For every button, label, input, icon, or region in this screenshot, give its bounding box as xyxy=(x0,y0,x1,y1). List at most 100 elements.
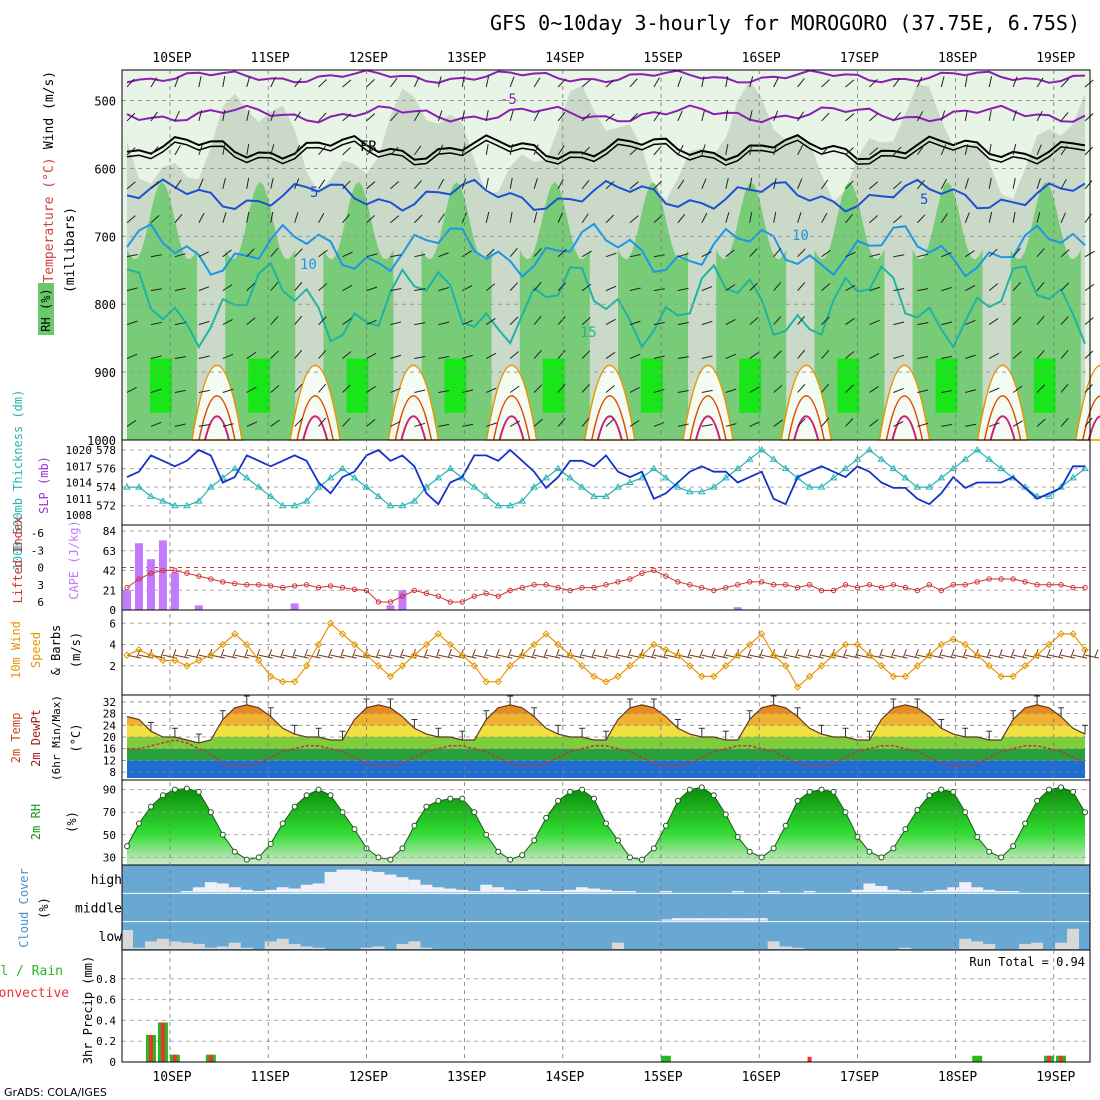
wind-barb xyxy=(246,317,256,325)
cape-bar xyxy=(158,540,167,610)
li-point xyxy=(938,587,944,594)
thickness-point xyxy=(697,487,706,495)
pressure-tick-label: 1000 xyxy=(87,434,116,448)
temp-contour--5 xyxy=(126,104,1086,124)
wind10m-barb-flag xyxy=(902,648,907,658)
wind-speed-point xyxy=(326,619,335,628)
temp-contour-25 xyxy=(198,395,236,441)
wind10m-barb-flag xyxy=(172,648,177,658)
wind-barb xyxy=(725,143,729,155)
li-point xyxy=(387,599,394,605)
wind-barb xyxy=(1036,144,1042,156)
rh-bright-cell xyxy=(248,358,271,413)
wind-barb xyxy=(318,316,327,325)
cloud-low-bar xyxy=(372,946,385,949)
wind-barb xyxy=(917,389,929,393)
wind-barb xyxy=(581,113,591,122)
cloud-high-bar xyxy=(528,889,541,893)
temp-contour-30 xyxy=(1087,415,1100,441)
wind-barb xyxy=(270,247,279,258)
wind10m-barb-flag xyxy=(376,648,380,658)
wind10m-barb xyxy=(1048,654,1064,659)
wind-barb xyxy=(749,386,760,393)
wind-speed-point xyxy=(386,672,395,681)
thickness-point xyxy=(997,464,1006,472)
rh-point xyxy=(171,786,178,793)
wind-barb xyxy=(222,110,226,122)
wind-barb xyxy=(701,355,713,360)
wind-barb xyxy=(893,215,903,224)
wind-barb xyxy=(893,288,905,292)
wind-speed-point xyxy=(302,662,311,670)
wind-barb xyxy=(701,251,712,258)
wind-barb xyxy=(1060,282,1070,291)
wind-barb xyxy=(437,110,443,122)
wind-barb xyxy=(485,110,489,122)
wind10m-barb xyxy=(222,654,237,659)
wind-barb xyxy=(438,390,450,393)
cloud-high-bar xyxy=(480,884,493,893)
thickness-point xyxy=(278,501,287,509)
li-point xyxy=(770,582,777,588)
wind-barb xyxy=(941,252,952,258)
wind-barb xyxy=(916,214,926,224)
wind-barb xyxy=(438,423,450,427)
wind-barb xyxy=(366,419,376,427)
wind-barb xyxy=(916,76,923,88)
wind-barb xyxy=(509,248,518,258)
wind-barb xyxy=(797,144,804,156)
wind-barb xyxy=(677,76,682,88)
wind-speed-point xyxy=(937,640,946,649)
wind-barb xyxy=(414,180,422,190)
wind-barb xyxy=(893,354,905,360)
wind10m-barb xyxy=(474,654,489,659)
day-label-bottom: 17SEP xyxy=(840,1070,879,1085)
wind-barb xyxy=(653,288,665,292)
cloud-middle-bar xyxy=(731,918,744,921)
wind-barb xyxy=(677,110,683,122)
wind-speed-point xyxy=(889,672,898,681)
wind10m-barb-flag xyxy=(795,648,800,658)
wind-barb xyxy=(917,355,929,360)
temp-tick: 20 xyxy=(103,731,116,744)
wind10m-barb-flag xyxy=(855,648,859,658)
wind-barb xyxy=(485,283,496,292)
wind-barb xyxy=(294,77,302,88)
wind-barb xyxy=(222,249,232,258)
wind-barb xyxy=(725,177,729,189)
cloud-high-bar xyxy=(420,884,433,893)
li-point xyxy=(327,583,334,589)
rh-point xyxy=(1034,797,1041,804)
wind-barb xyxy=(222,143,226,155)
wind10m-barb-flag xyxy=(232,648,237,658)
wind10m-barb-flag xyxy=(447,648,452,658)
panel-frame xyxy=(121,439,1091,526)
wind-speed-point xyxy=(734,651,742,659)
rh-point xyxy=(782,822,789,829)
li-point xyxy=(411,587,418,594)
wind-barb xyxy=(629,147,639,156)
wind-barb xyxy=(557,417,566,427)
wind-barb xyxy=(509,76,515,88)
wind-barb xyxy=(581,417,590,427)
thickness-point xyxy=(709,483,718,490)
wind-barb xyxy=(988,317,999,325)
temp-cone xyxy=(1074,364,1100,441)
thickness-point xyxy=(913,483,922,490)
wind-barb xyxy=(749,211,753,223)
dewpt-label: 2m DewPt xyxy=(29,709,43,767)
rh-point xyxy=(890,845,897,852)
rh-point xyxy=(650,845,657,852)
cloud-high-bar xyxy=(276,887,289,893)
cloud-high-bar xyxy=(444,888,457,893)
day-label-bottom: 14SEP xyxy=(545,1070,584,1085)
wind10m-barb-flag xyxy=(280,648,285,658)
temp-cone xyxy=(191,364,243,441)
rh-bright-cell xyxy=(641,358,663,413)
wind-barb xyxy=(773,144,778,156)
wind-barb xyxy=(246,76,251,88)
convective-label: Convective xyxy=(0,986,69,1001)
rh-point xyxy=(387,856,394,863)
wind-barb xyxy=(1060,417,1069,427)
wind-barb xyxy=(1084,350,1094,359)
